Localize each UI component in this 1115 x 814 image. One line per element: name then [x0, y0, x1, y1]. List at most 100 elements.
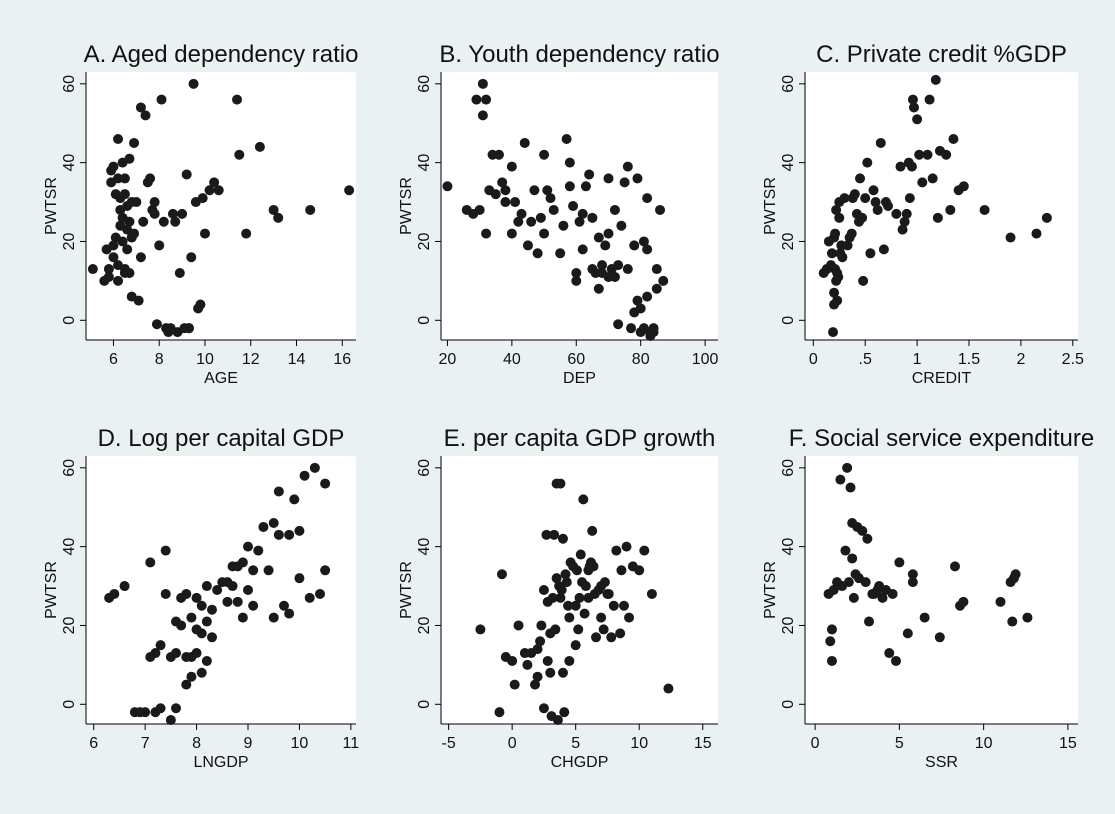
x-tick-label: 20: [439, 351, 457, 368]
data-point: [564, 655, 575, 666]
data-point: [532, 248, 543, 259]
data-point: [131, 197, 142, 208]
data-point: [577, 208, 588, 219]
y-axis-label: PWTSR: [398, 561, 415, 619]
data-point: [835, 474, 846, 485]
data-point: [618, 600, 629, 611]
y-tick-label: 60: [416, 459, 433, 477]
data-point: [490, 189, 501, 200]
x-tick-label: 10: [291, 735, 309, 752]
data-point: [621, 541, 632, 552]
data-point: [545, 193, 556, 204]
data-point: [580, 181, 591, 192]
scatter-panel-2: B. Youth dependency ratio 0 20 40 60 20 40 60 80…: [398, 41, 720, 387]
x-axis-label: SSR: [925, 754, 958, 771]
data-point: [857, 212, 868, 223]
data-point: [129, 137, 140, 148]
data-point: [598, 624, 609, 635]
data-point: [906, 161, 917, 172]
x-tick-label: 0: [508, 735, 517, 752]
data-point: [442, 181, 453, 192]
data-point: [151, 319, 162, 330]
data-point: [191, 592, 202, 603]
data-point: [830, 228, 841, 239]
data-point: [154, 240, 165, 251]
data-point: [615, 628, 626, 639]
data-point: [475, 624, 486, 635]
data-point: [642, 291, 653, 302]
data-point: [891, 208, 902, 219]
data-point: [603, 588, 614, 599]
data-point: [570, 600, 581, 611]
scatter-panel-1: A. Aged dependency ratio 0 20 40 60 6 8 10 12 14 1…: [43, 41, 358, 387]
data-point: [842, 462, 853, 473]
y-tick-label: 20: [416, 232, 433, 250]
x-tick-label: 40: [503, 351, 521, 368]
x-tick-label: 0: [809, 351, 818, 368]
y-tick-label: 0: [61, 316, 78, 325]
data-point: [522, 240, 533, 251]
data-point: [186, 612, 197, 623]
chart-title: F. Social service expenditure: [789, 425, 1094, 452]
y-tick-label: 0: [61, 700, 78, 709]
data-point: [894, 557, 905, 568]
data-point: [103, 271, 114, 282]
data-point: [860, 193, 871, 204]
data-point: [1022, 612, 1033, 623]
y-tick-label: 60: [780, 75, 797, 93]
data-point: [603, 228, 614, 239]
data-point: [529, 185, 540, 196]
data-point: [591, 632, 602, 643]
data-point: [196, 628, 207, 639]
data-point: [564, 181, 575, 192]
data-point: [663, 683, 674, 694]
data-point: [609, 271, 620, 282]
data-point: [108, 161, 119, 172]
data-point: [201, 616, 212, 627]
data-point: [941, 149, 952, 160]
data-point: [597, 260, 608, 271]
data-point: [613, 319, 624, 330]
data-point: [538, 703, 549, 714]
data-point: [268, 518, 279, 528]
data-point: [862, 157, 873, 168]
data-point: [897, 224, 908, 235]
data-point: [872, 204, 883, 215]
data-point: [227, 581, 238, 592]
data-point: [273, 529, 284, 540]
data-point: [934, 632, 945, 643]
data-point: [536, 620, 547, 631]
data-point: [580, 581, 591, 592]
data-point: [945, 204, 956, 215]
data-point: [932, 212, 943, 223]
data-point: [547, 592, 558, 603]
data-point: [294, 525, 305, 536]
data-point: [606, 632, 617, 643]
data-point: [848, 592, 859, 603]
data-point: [924, 94, 935, 105]
data-point: [299, 470, 310, 481]
data-point: [857, 525, 868, 536]
data-point: [639, 545, 650, 556]
data-point: [108, 252, 119, 263]
data-point: [842, 240, 853, 251]
data-point: [958, 181, 969, 192]
data-point: [895, 161, 906, 172]
data-point: [560, 569, 571, 580]
data-point: [494, 707, 505, 718]
data-point: [145, 557, 156, 568]
data-point: [550, 624, 561, 635]
data-point: [273, 486, 284, 497]
data-point: [904, 193, 915, 204]
y-tick-label: 20: [416, 616, 433, 634]
data-point: [532, 644, 543, 655]
data-point: [510, 197, 521, 208]
data-point: [145, 173, 156, 184]
data-point: [858, 275, 869, 286]
data-point: [158, 216, 169, 227]
data-point: [113, 173, 124, 184]
chart-title: A. Aged dependency ratio: [84, 41, 359, 68]
data-point: [284, 529, 295, 540]
data-point: [648, 323, 659, 334]
x-tick-label: 8: [192, 735, 201, 752]
